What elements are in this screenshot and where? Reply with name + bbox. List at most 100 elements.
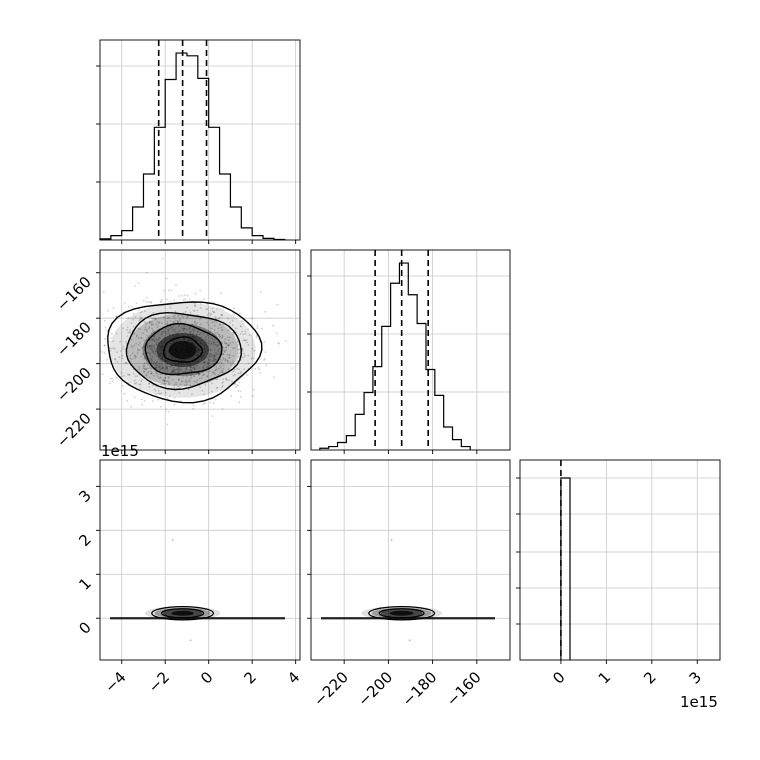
density-param-0-vs-param-1-point — [227, 344, 230, 347]
density-param-0-vs-param-1-point — [145, 296, 148, 299]
density-param-0-vs-param-1-point — [122, 345, 124, 348]
density-param-0-vs-param-1-point — [214, 338, 217, 341]
density-param-0-vs-param-1-point — [132, 312, 135, 315]
density-param-0-vs-param-1-point — [212, 342, 215, 345]
density-param-0-vs-param-1-point — [140, 355, 143, 358]
density-param-0-vs-param-1-point — [239, 372, 242, 374]
density-param-0-vs-param-1-point — [245, 339, 248, 341]
density-param-0-vs-param-1-point — [210, 353, 213, 356]
density-param-0-vs-param-1-point — [151, 339, 154, 341]
density-param-0-vs-param-1-point — [172, 369, 175, 371]
density-param-0-vs-param-1-point — [201, 371, 204, 374]
density-param-0-vs-param-1-point — [222, 368, 225, 370]
density-param-0-vs-param-1-point — [154, 363, 157, 365]
x-tick-label-param-1-2: −180 — [399, 668, 441, 710]
density-param-0-vs-param-1-point — [214, 369, 216, 372]
density-param-0-vs-param-1-point — [203, 361, 205, 364]
density-param-0-vs-param-1-point — [209, 353, 212, 355]
density-param-0-vs-param-1-point — [244, 332, 247, 335]
density-param-0-vs-param-1-point — [169, 325, 172, 328]
density-param-0-vs-param-1-point — [213, 371, 216, 374]
density-param-0-vs-param-1-point — [144, 329, 147, 331]
density-param-0-vs-param-1-point — [168, 316, 170, 319]
density-param-0-vs-param-1-point — [152, 312, 155, 314]
density-param-0-vs-param-1-point — [123, 302, 126, 304]
density-param-0-vs-param-1-point — [144, 326, 147, 329]
density-param-0-vs-param-1-point — [130, 338, 133, 341]
density-param-0-vs-param-1-point — [176, 319, 179, 322]
density-param-0-vs-param-1-point — [154, 350, 157, 353]
density-param-0-vs-param-1-point — [193, 380, 196, 383]
density-param-0-vs-param-1-point — [152, 363, 155, 365]
density-param-0-vs-param-1-point — [154, 370, 157, 373]
density-param-0-vs-param-1-point — [215, 317, 218, 320]
density-param-0-vs-param-1-point — [254, 367, 257, 370]
density-param-0-vs-param-1-point — [181, 380, 183, 383]
density-param-0-vs-param-1-point — [208, 370, 211, 373]
density-param-0-vs-param-1-point — [198, 372, 200, 375]
density-param-0-vs-param-1-point — [222, 356, 225, 359]
density-param-0-vs-param-1-point — [153, 335, 155, 338]
density-param-0-vs-param-1-point — [167, 377, 170, 380]
density-param-0-vs-param-1-point — [173, 321, 176, 324]
density-param-0-vs-param-1-point — [134, 285, 137, 287]
density-param-0-vs-param-1-point — [177, 314, 180, 317]
density-param-0-vs-param-1-point — [124, 362, 126, 364]
density-param-0-vs-param-1-point — [255, 334, 258, 337]
density-param-0-vs-param-1-point — [222, 323, 225, 326]
density-param-0-vs-param-1-point — [169, 327, 171, 330]
density-param-0-vs-param-1-point — [147, 336, 150, 339]
density-param-0-vs-param-1-point — [225, 342, 228, 345]
density-param-0-vs-param-1-point — [227, 344, 230, 347]
density-param-0-vs-param-1-point — [224, 351, 227, 353]
density-param-0-vs-param-1-point — [165, 298, 168, 301]
density-param-0-vs-param-1-point — [148, 382, 151, 385]
density-param-0-vs-param-1-point — [140, 398, 143, 401]
density-param-0-vs-param-1-point — [216, 344, 219, 346]
density-param-0-vs-param-1-point — [152, 317, 155, 320]
density-param-0-vs-param-1-point — [151, 324, 153, 326]
density-param-0-vs-param-1-point — [218, 348, 220, 351]
density-param-0-vs-param-1-point — [202, 298, 205, 301]
density-param-0-vs-param-1-point — [143, 370, 146, 373]
density-param-0-vs-param-1-point — [143, 361, 146, 364]
density-param-0-vs-param-1-point — [140, 316, 143, 319]
density-param-0-vs-param-1-point — [215, 365, 218, 368]
density-param-0-vs-param-1-point — [208, 312, 211, 315]
density-param-0-vs-param-1-point — [218, 334, 221, 336]
density-param-0-vs-param-2-shade-3 — [171, 610, 194, 616]
density-param-0-vs-param-1-point — [213, 321, 216, 323]
density-param-0-vs-param-1-point — [237, 343, 240, 346]
density-param-0-vs-param-1-point — [131, 306, 134, 308]
density-param-0-vs-param-1-point — [152, 335, 155, 338]
density-param-0-vs-param-1-point — [122, 347, 124, 350]
density-param-0-vs-param-1-point — [208, 360, 211, 362]
density-param-0-vs-param-1-point — [173, 331, 176, 333]
density-param-0-vs-param-1-point — [146, 346, 149, 349]
density-param-0-vs-param-1-point — [142, 367, 145, 370]
density-param-0-vs-param-1-point — [114, 347, 116, 350]
density-param-0-vs-param-1-point — [131, 352, 134, 355]
density-param-0-vs-param-1-point — [239, 390, 242, 393]
density-param-0-vs-param-1-point — [165, 277, 168, 280]
density-param-0-vs-param-1-point — [177, 315, 180, 318]
density-param-0-vs-param-1-point — [103, 344, 106, 347]
density-param-0-vs-param-1-point — [115, 376, 118, 379]
density-param-0-vs-param-1-point — [142, 366, 145, 368]
density-param-0-vs-param-1-point — [129, 354, 132, 357]
y-tick-label-param-2-1: 1 — [75, 574, 94, 593]
density-param-0-vs-param-1-point — [242, 349, 244, 352]
density-param-0-vs-param-1-point — [140, 310, 143, 313]
density-param-0-vs-param-1-point — [130, 405, 132, 408]
density-param-0-vs-param-1-point — [190, 330, 193, 332]
density-param-0-vs-param-1-point — [195, 373, 198, 375]
density-param-0-vs-param-1-point — [213, 354, 216, 357]
density-param-0-vs-param-1-point — [137, 327, 140, 330]
density-param-0-vs-param-1-point — [236, 367, 239, 370]
density-param-0-vs-param-1-point — [173, 316, 176, 319]
density-param-0-vs-param-1-point — [189, 368, 192, 371]
density-param-0-vs-param-1-point — [163, 380, 166, 382]
density-param-0-vs-param-1-point — [143, 368, 146, 371]
density-param-0-vs-param-1-point — [192, 328, 195, 331]
density-param-0-vs-param-1-point — [220, 337, 223, 340]
